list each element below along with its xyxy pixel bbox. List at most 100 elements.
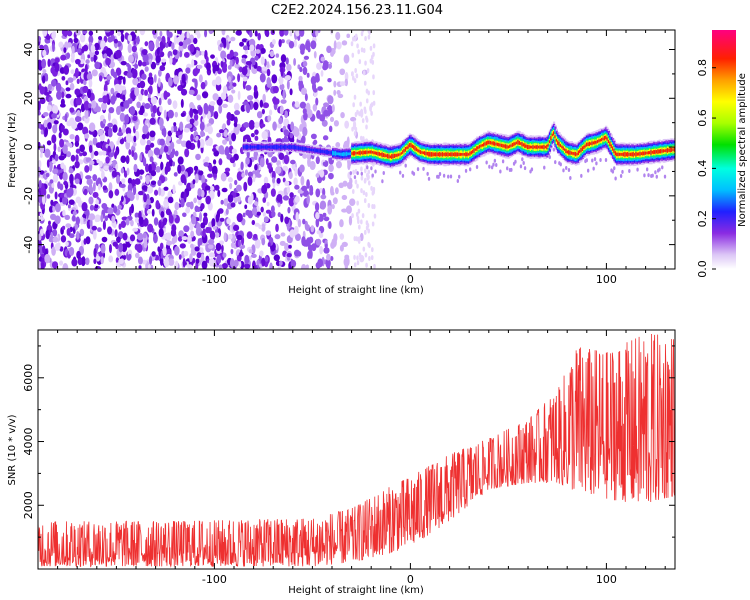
- noise-speckle: [315, 188, 321, 198]
- trace-cell: [598, 139, 601, 143]
- noise-speckle: [365, 262, 368, 268]
- noise-speckle: [151, 208, 155, 217]
- trace-cell: [664, 149, 667, 152]
- noise-speckle: [134, 86, 140, 97]
- trace-speckle: [360, 171, 363, 176]
- noise-speckle: [344, 78, 349, 87]
- noise-speckle: [354, 179, 358, 185]
- noise-speckle: [74, 178, 80, 185]
- noise-speckle: [232, 224, 240, 232]
- noise-speckle: [89, 204, 95, 211]
- noise-speckle: [153, 217, 159, 226]
- trace-speckle: [399, 170, 402, 175]
- noise-speckle: [262, 197, 267, 203]
- trace-cell: [310, 148, 313, 152]
- trace-cell: [551, 133, 554, 137]
- noise-speckle: [326, 45, 332, 54]
- noise-speckle: [317, 258, 324, 268]
- noise-speckle: [68, 233, 75, 239]
- noise-speckle: [126, 62, 130, 67]
- trace-cell: [377, 151, 380, 156]
- noise-speckle: [357, 218, 360, 224]
- noise-speckle: [179, 243, 186, 249]
- trace-speckle: [485, 160, 488, 165]
- trace-cell: [631, 152, 634, 157]
- noise-speckle: [69, 133, 75, 140]
- noise-speckle: [261, 66, 268, 71]
- trace-speckle: [593, 157, 597, 162]
- noise-speckle: [183, 225, 190, 233]
- noise-speckle: [226, 53, 232, 60]
- noise-speckle: [294, 195, 300, 203]
- noise-speckle: [38, 111, 42, 116]
- noise-speckle: [251, 220, 256, 226]
- noise-speckle: [124, 114, 130, 125]
- noise-speckle: [66, 52, 71, 59]
- noise-speckle: [200, 202, 205, 210]
- trace-cell: [572, 151, 575, 155]
- noise-speckle: [320, 194, 327, 200]
- noise-speckle: [60, 125, 65, 132]
- trace-cell: [275, 144, 279, 150]
- noise-speckle: [173, 35, 178, 45]
- noise-speckle: [115, 49, 122, 59]
- trace-cell: [347, 152, 350, 156]
- noise-speckle: [63, 47, 67, 54]
- noise-speckle: [46, 104, 52, 112]
- noise-speckle: [236, 254, 242, 262]
- noise-speckle: [67, 77, 74, 83]
- noise-speckle: [260, 56, 265, 66]
- noise-speckle: [79, 33, 86, 43]
- noise-speckle: [198, 212, 203, 222]
- trace-cell: [432, 152, 435, 157]
- noise-speckle: [189, 201, 194, 210]
- noise-speckle: [207, 244, 214, 250]
- noise-speckle: [203, 212, 208, 217]
- noise-speckle: [241, 66, 248, 76]
- trace-cell: [374, 151, 377, 155]
- noise-speckle: [273, 98, 280, 105]
- noise-speckle: [363, 198, 367, 204]
- noise-speckle: [310, 133, 317, 140]
- trace-cell: [354, 151, 357, 156]
- noise-speckle: [302, 218, 306, 225]
- spectrogram-ylabel: Frequency (Hz): [7, 112, 18, 188]
- noise-speckle: [259, 73, 266, 83]
- spectrogram-frame: [37, 29, 676, 270]
- noise-speckle: [294, 249, 301, 257]
- noise-speckle: [193, 165, 199, 172]
- trace-cell: [440, 152, 443, 156]
- noise-speckle: [182, 257, 186, 268]
- noise-speckle: [227, 132, 233, 143]
- trace-cell: [469, 151, 472, 156]
- trace-cell: [529, 145, 532, 149]
- noise-speckle: [81, 256, 86, 266]
- noise-speckle: [339, 244, 344, 252]
- noise-speckle: [145, 174, 150, 185]
- noise-speckle: [220, 172, 227, 182]
- noise-speckle: [61, 91, 65, 99]
- noise-speckle: [223, 129, 228, 138]
- trace-speckle: [456, 179, 460, 184]
- noise-speckle: [75, 30, 81, 36]
- trace-speckle: [381, 179, 384, 184]
- noise-speckle: [187, 235, 192, 244]
- noise-speckle: [180, 88, 188, 96]
- noise-speckle: [131, 178, 136, 187]
- trace-speckle: [492, 162, 495, 167]
- trace-cell: [546, 144, 549, 150]
- noise-speckle: [148, 256, 153, 265]
- y-tick-label: -40: [22, 236, 35, 254]
- trace-cell: [352, 151, 355, 156]
- noise-speckle: [351, 52, 355, 58]
- noise-speckle: [262, 102, 270, 109]
- noise-speckle: [114, 229, 118, 238]
- noise-speckle: [333, 120, 339, 127]
- noise-speckle: [67, 42, 72, 48]
- trace-cell: [478, 144, 482, 149]
- trace-cell: [583, 145, 586, 150]
- figure-title: C2E2.2024.156.23.11.G04: [271, 3, 443, 18]
- trace-speckle: [569, 175, 572, 180]
- noise-speckle: [69, 107, 75, 113]
- noise-speckle: [52, 173, 59, 183]
